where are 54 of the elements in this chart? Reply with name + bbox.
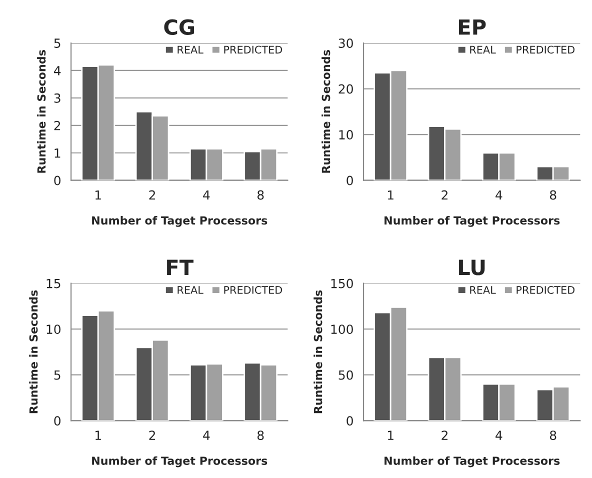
legend-label: REAL — [178, 286, 204, 294]
legend-label: PREDICTED — [224, 46, 282, 54]
y-tick-label: 20 — [338, 84, 353, 94]
y-tick-label: 5 — [54, 370, 60, 380]
x-tick-label: 4 — [203, 190, 210, 200]
x-tick-label: 4 — [496, 430, 502, 440]
legend-label: PREDICTED — [516, 286, 574, 294]
x-axis-title: Number of Taget Processors — [384, 216, 560, 227]
x-tick-label: 8 — [550, 430, 556, 440]
y-axis-title: Runtime in Seconds — [29, 290, 38, 414]
legend-label: PREDICTED — [516, 46, 574, 54]
y-tick-label: 15 — [46, 278, 60, 288]
y-tick-label: 1 — [54, 148, 60, 158]
legend-label: REAL — [470, 286, 496, 294]
legend-label: PREDICTED — [224, 286, 282, 294]
x-tick-label: 1 — [388, 190, 394, 200]
x-axis-title: Number of Taget Processors — [92, 456, 268, 468]
x-axis-title: Number of Taget Processors — [384, 456, 560, 468]
y-tick-label: 150 — [331, 278, 353, 288]
x-tick-label: 8 — [257, 430, 264, 440]
y-tick-label: 4 — [54, 66, 61, 76]
chart-title: CG — [164, 19, 194, 35]
legend-label: REAL — [178, 46, 204, 54]
x-axis-title: Number of Taget Processors — [92, 216, 268, 227]
x-tick-label: 8 — [257, 190, 264, 200]
x-tick-label: 2 — [442, 430, 448, 440]
x-tick-label: 2 — [149, 430, 156, 440]
y-tick-label: 10 — [339, 130, 353, 140]
y-tick-label: 30 — [338, 38, 353, 48]
legend-label: REAL — [470, 46, 496, 54]
x-tick-label: 1 — [96, 430, 101, 440]
y-axis-title: Runtime in Seconds — [314, 290, 322, 414]
chart-title: FT — [167, 260, 194, 275]
y-tick-label: 3 — [54, 93, 60, 103]
y-tick-label: 0 — [54, 416, 60, 426]
y-axis-title: Runtime in Seconds — [322, 50, 330, 173]
x-tick-label: 1 — [388, 430, 394, 440]
y-tick-label: 2 — [54, 120, 60, 130]
x-tick-label: 1 — [96, 190, 101, 200]
chart-title: EP — [459, 20, 486, 35]
chart-title: LU — [459, 260, 485, 276]
y-tick-label: 50 — [338, 370, 353, 380]
x-tick-label: 2 — [149, 190, 156, 200]
y-tick-label: 100 — [331, 324, 353, 334]
x-tick-label: 8 — [550, 190, 556, 200]
y-tick-label: 0 — [346, 416, 353, 426]
y-tick-label: 0 — [54, 176, 60, 186]
x-tick-label: 4 — [496, 190, 502, 200]
x-tick-label: 4 — [203, 430, 210, 440]
y-tick-label: 10 — [46, 324, 60, 334]
y-tick-label: 5 — [54, 38, 60, 48]
y-tick-label: 0 — [346, 176, 353, 186]
y-axis-title: Runtime in Seconds — [37, 50, 46, 173]
x-tick-label: 2 — [442, 190, 448, 200]
